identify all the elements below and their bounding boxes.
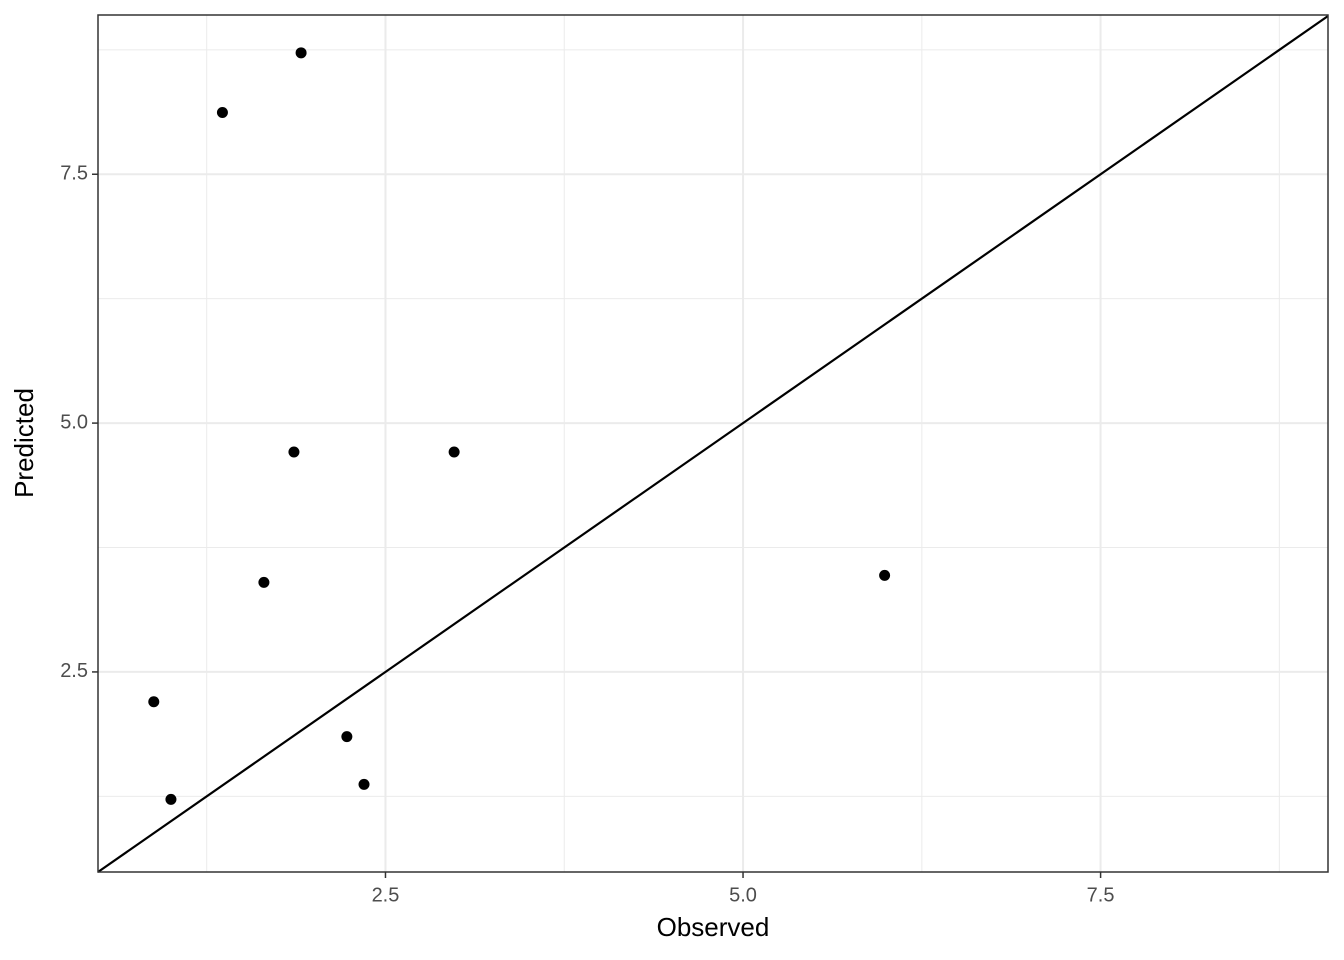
x-tick-label: 7.5 (1087, 884, 1115, 906)
panel-border (97, 14, 1329, 873)
x-tick-label: 5.0 (729, 884, 757, 906)
point (258, 576, 270, 588)
point (358, 778, 370, 790)
x-axis-title: Observed (657, 912, 770, 942)
x-tick-label: 2.5 (372, 884, 400, 906)
point (216, 107, 228, 119)
reference-line (97, 15, 1329, 873)
y-tick-label: 5.0 (60, 411, 88, 433)
point (879, 569, 891, 581)
point (341, 731, 353, 743)
point (165, 793, 177, 805)
point (288, 446, 300, 458)
y-tick-label: 7.5 (60, 163, 88, 185)
point (448, 446, 460, 458)
point (295, 47, 307, 59)
point (148, 696, 160, 708)
y-axis-title: Predicted (9, 388, 39, 498)
y-tick-label: 2.5 (60, 660, 88, 682)
